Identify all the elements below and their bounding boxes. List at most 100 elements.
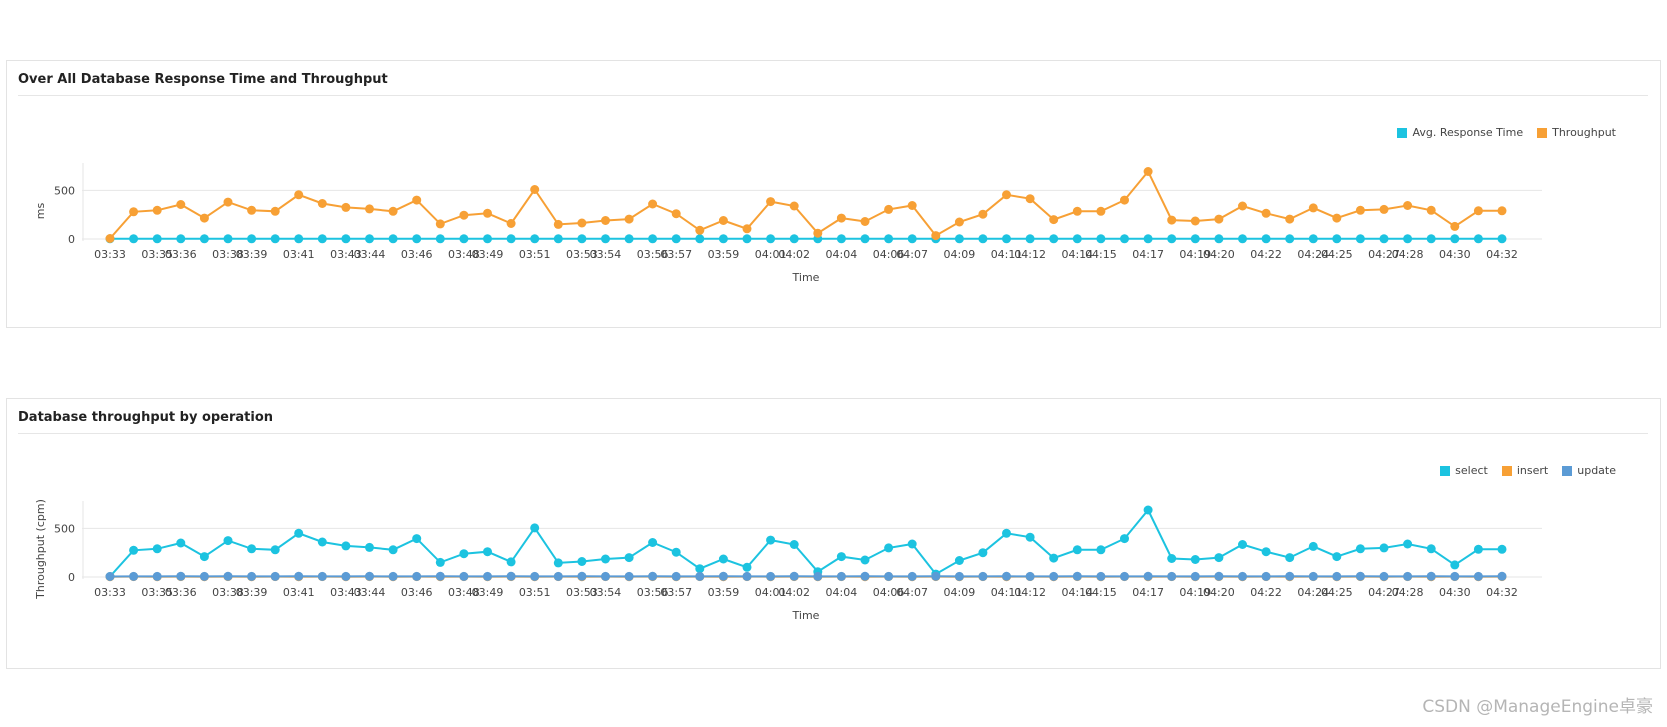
- data-point-avg-response-time: [1214, 234, 1224, 244]
- data-point-throughput: [199, 213, 209, 223]
- legend-swatch: [1397, 127, 1408, 138]
- data-point-update: [813, 571, 823, 581]
- data-point-avg-response-time: [718, 234, 728, 244]
- x-tick-label: 04:02: [778, 248, 810, 261]
- panel-title: Over All Database Response Time and Thro…: [18, 72, 388, 87]
- data-point-avg-response-time: [1403, 234, 1413, 244]
- data-point-throughput: [1072, 206, 1082, 216]
- data-point-select: [1143, 505, 1153, 515]
- data-point-throughput: [813, 228, 823, 238]
- data-point-throughput: [766, 197, 776, 207]
- data-point-select: [577, 557, 587, 566]
- data-point-update: [1473, 571, 1483, 581]
- response-throughput-panel: Over All Database Response Time and Thro…: [6, 60, 1661, 328]
- data-point-avg-response-time: [152, 234, 162, 244]
- data-point-avg-response-time: [671, 234, 681, 244]
- legend-item-throughput[interactable]: Throughput: [1537, 126, 1616, 139]
- data-point-avg-response-time: [223, 234, 233, 244]
- data-point-avg-response-time: [199, 234, 209, 244]
- x-tick-label: 04:17: [1132, 248, 1164, 261]
- data-point-avg-response-time: [1355, 234, 1365, 244]
- x-tick-label: 03:54: [590, 248, 622, 261]
- data-point-avg-response-time: [766, 234, 776, 244]
- data-point-select: [129, 545, 139, 555]
- data-point-update: [365, 571, 374, 581]
- x-tick-label: 03:44: [354, 586, 386, 599]
- x-tick-label: 04:32: [1486, 586, 1518, 599]
- x-tick-label: 04:06: [873, 586, 905, 599]
- legend-item-avg-response-time[interactable]: Avg. Response Time: [1397, 126, 1523, 139]
- x-tick-label: 04:01: [755, 586, 787, 599]
- x-tick-label: 04:15: [1085, 248, 1117, 261]
- legend-swatch: [1440, 465, 1451, 476]
- data-point-select: [1332, 552, 1342, 562]
- data-point-select: [1190, 555, 1200, 564]
- x-tick-label: 03:33: [94, 586, 126, 599]
- data-point-avg-response-time: [1473, 234, 1483, 244]
- data-point-avg-response-time: [341, 234, 351, 244]
- data-point-update: [1497, 571, 1507, 581]
- x-tick-label: 04:07: [896, 586, 928, 599]
- data-point-avg-response-time: [695, 234, 705, 244]
- data-point-avg-response-time: [1285, 234, 1295, 244]
- data-point-update: [601, 571, 610, 581]
- data-point-throughput: [1426, 205, 1436, 215]
- data-point-throughput: [907, 201, 917, 210]
- data-point-throughput: [270, 206, 280, 216]
- data-point-update: [435, 571, 445, 581]
- x-tick-label: 04:02: [778, 586, 810, 599]
- data-point-update: [105, 572, 115, 581]
- data-point-avg-response-time: [247, 234, 257, 244]
- data-point-avg-response-time: [1332, 234, 1342, 244]
- data-point-update: [1214, 571, 1224, 581]
- x-tick-label: 03:39: [236, 586, 268, 599]
- data-point-update: [223, 571, 233, 581]
- data-point-avg-response-time: [1072, 234, 1082, 244]
- data-point-throughput: [978, 209, 988, 219]
- x-tick-label: 04:19: [1179, 586, 1211, 599]
- data-point-select: [435, 557, 445, 567]
- x-tick-label: 04:19: [1179, 248, 1211, 261]
- data-point-throughput: [577, 218, 587, 228]
- x-tick-label: 03:43: [330, 248, 362, 261]
- x-tick-label: 04:27: [1368, 586, 1400, 599]
- data-point-throughput: [695, 225, 705, 235]
- x-tick-label: 03:38: [212, 586, 244, 599]
- data-point-update: [152, 571, 162, 581]
- x-tick-label: 04:06: [873, 248, 905, 261]
- data-point-update: [954, 571, 964, 581]
- data-point-select: [1167, 554, 1177, 563]
- data-point-throughput: [1473, 206, 1483, 216]
- data-point-throughput: [1143, 167, 1153, 176]
- data-point-select: [506, 557, 516, 567]
- legend-item-select[interactable]: select: [1440, 464, 1488, 477]
- data-point-throughput: [648, 199, 658, 209]
- data-point-select: [860, 555, 870, 565]
- data-point-avg-response-time: [742, 234, 752, 244]
- data-point-avg-response-time: [577, 234, 587, 244]
- x-tick-label: 04:11: [991, 248, 1023, 261]
- data-point-avg-response-time: [435, 234, 445, 244]
- data-point-avg-response-time: [1497, 234, 1507, 244]
- x-tick-label: 03:35: [141, 248, 173, 261]
- data-point-avg-response-time: [1096, 234, 1106, 244]
- legend-item-insert[interactable]: insert: [1501, 464, 1548, 477]
- legend-label: select: [1455, 464, 1488, 477]
- data-point-throughput: [1190, 216, 1200, 226]
- x-tick-label: 03:56: [637, 248, 669, 261]
- data-point-update: [907, 571, 917, 581]
- x-tick-label: 04:30: [1439, 586, 1471, 599]
- data-point-select: [483, 547, 492, 557]
- x-tick-label: 04:12: [1014, 248, 1046, 261]
- data-point-select: [836, 552, 846, 562]
- data-point-select: [1450, 560, 1460, 570]
- x-tick-label: 03:49: [472, 586, 504, 599]
- data-point-select: [671, 547, 681, 557]
- data-point-select: [1072, 545, 1082, 555]
- data-point-update: [176, 571, 186, 581]
- legend-item-update[interactable]: update: [1562, 464, 1616, 477]
- data-point-update: [530, 571, 540, 581]
- legend-swatch: [1562, 465, 1573, 476]
- x-tick-label: 04:01: [755, 248, 787, 261]
- data-point-throughput: [1379, 204, 1389, 214]
